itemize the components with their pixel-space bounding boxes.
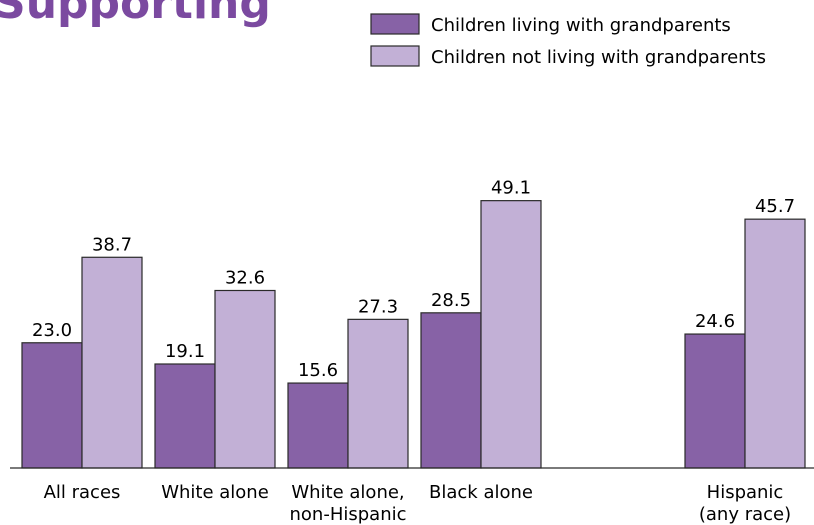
value-label-s2-4: 49.1	[491, 178, 531, 199]
bar-s2-5	[744, 218, 806, 469]
category-label-1-line-1: All races	[44, 482, 121, 503]
value-label-s1-5: 24.6	[695, 311, 735, 332]
value-label-s2-2: 32.6	[225, 267, 265, 288]
category-label-3-line-1: White alone,	[291, 482, 404, 503]
category-label-5: Hispanic (any race)	[699, 482, 791, 525]
title-fragment: Supporting	[0, 0, 271, 29]
bar-s1-2	[154, 363, 216, 469]
category-label-5-line-1: Hispanic	[707, 482, 784, 503]
bar-s1-4	[420, 312, 482, 469]
value-label-s1-3: 15.6	[298, 360, 338, 381]
value-label-s2-3: 27.3	[358, 296, 398, 317]
bar-s1-1	[21, 342, 83, 469]
category-label-2: White alone	[161, 482, 269, 503]
category-label-4: Black alone	[429, 482, 533, 503]
bar-s2-3	[347, 318, 409, 469]
bar-s1-3	[287, 382, 349, 469]
category-label-1: All races	[44, 482, 121, 503]
legend-label-2: Children not living with grandparents	[431, 47, 766, 68]
category-label-5-line-2: (any race)	[699, 504, 791, 525]
legend-swatch-1	[370, 13, 420, 35]
value-label-s2-1: 38.7	[92, 234, 132, 255]
category-label-3: White alone, non-Hispanic	[290, 482, 407, 525]
value-label-s1-1: 23.0	[32, 320, 72, 341]
legend-label-1: Children living with grandparents	[431, 15, 731, 36]
category-label-3-line-2: non-Hispanic	[290, 504, 407, 525]
bar-s2-2	[214, 289, 276, 469]
category-label-2-line-1: White alone	[161, 482, 269, 503]
bar-s2-1	[81, 256, 143, 469]
category-label-4-line-1: Black alone	[429, 482, 533, 503]
bar-s1-5	[684, 333, 746, 469]
bar-s2-4	[480, 200, 542, 469]
legend-swatch-2	[370, 45, 420, 67]
value-label-s2-5: 45.7	[755, 196, 795, 217]
value-label-s1-4: 28.5	[431, 290, 471, 311]
value-label-s1-2: 19.1	[165, 341, 205, 362]
